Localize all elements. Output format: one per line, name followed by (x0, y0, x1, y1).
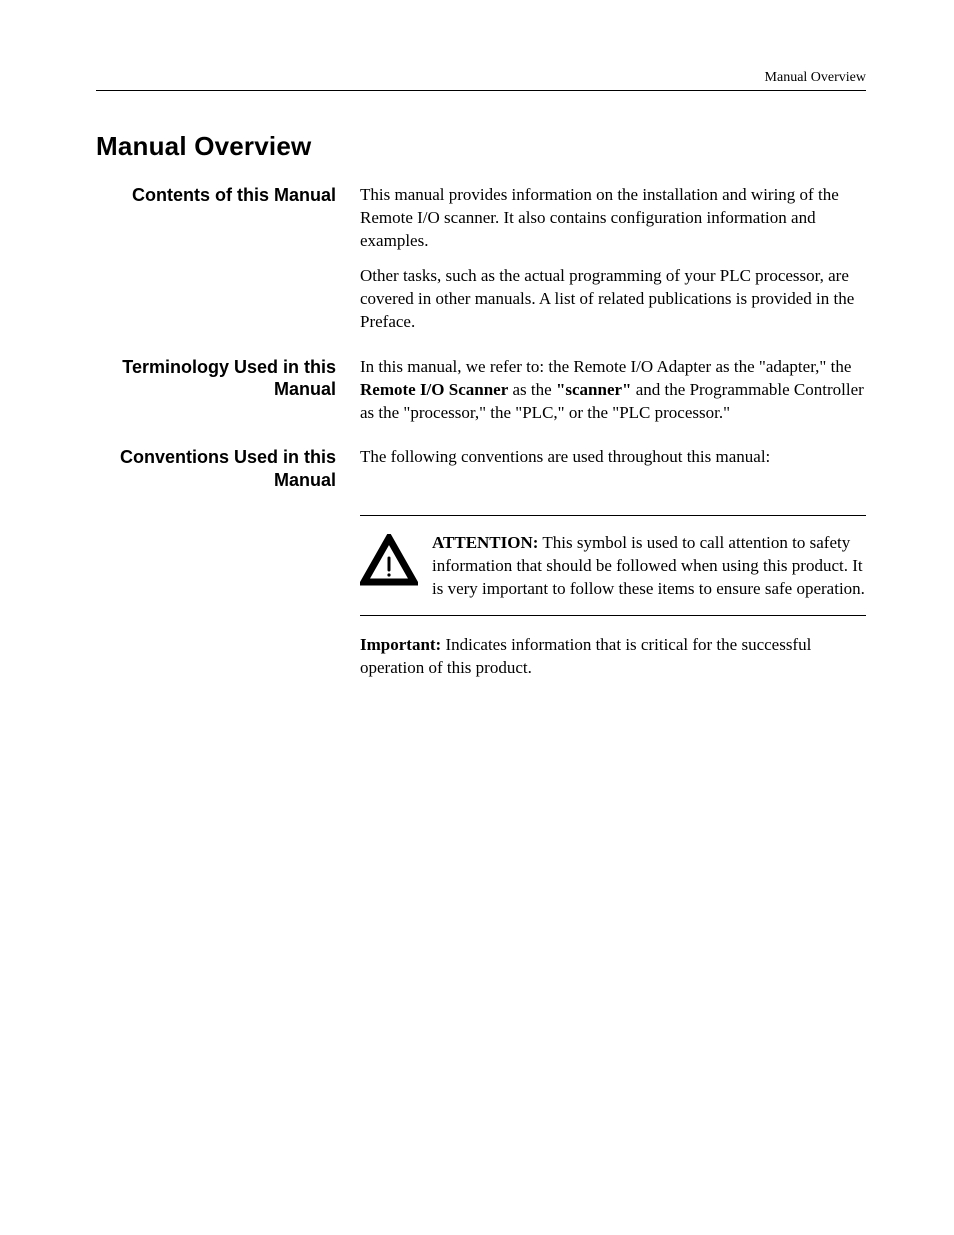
important-lead: Important: (360, 635, 441, 654)
attention-lead: ATTENTION: (432, 533, 538, 552)
terminology-prefix: In this manual, we refer to: the Remote … (360, 357, 851, 376)
running-title: Manual Overview (765, 70, 866, 86)
terminology-para-1: In this manual, we refer to: the Remote … (360, 356, 866, 425)
conventions-label-col: Conventions Used in this Manual (96, 446, 336, 491)
contents-block: Contents of this Manual This manual prov… (96, 184, 866, 334)
terminology-mid: as the (508, 380, 556, 399)
terminology-label: Terminology Used in this Manual (96, 356, 336, 401)
terminology-block: Terminology Used in this Manual In this … (96, 356, 866, 425)
important-body: Important: Indicates information that is… (360, 634, 866, 680)
page-content: Manual Overview Manual Overview Contents… (96, 70, 866, 680)
contents-body: This manual provides information on the … (360, 184, 866, 334)
warning-triangle-icon (360, 534, 418, 586)
terminology-label-col: Terminology Used in this Manual (96, 356, 336, 401)
important-para: Important: Indicates information that is… (360, 634, 866, 680)
contents-label-col: Contents of this Manual (96, 184, 336, 207)
conventions-label: Conventions Used in this Manual (96, 446, 336, 491)
important-block: Important: Indicates information that is… (96, 634, 866, 680)
attention-box: ATTENTION: This symbol is used to call a… (360, 515, 866, 616)
running-head: Manual Overview (96, 70, 866, 90)
header-rule (96, 90, 866, 91)
conventions-intro: The following conventions are used throu… (360, 446, 866, 469)
contents-para-1: This manual provides information on the … (360, 184, 866, 253)
attention-inner: ATTENTION: This symbol is used to call a… (360, 532, 866, 601)
attention-text: ATTENTION: This symbol is used to call a… (432, 532, 866, 601)
section-title: Manual Overview (96, 131, 866, 162)
terminology-body: In this manual, we refer to: the Remote … (360, 356, 866, 425)
contents-label: Contents of this Manual (132, 184, 336, 207)
contents-para-2: Other tasks, such as the actual programm… (360, 265, 866, 334)
terminology-bold-2: "scanner" (556, 380, 632, 399)
terminology-bold-1: Remote I/O Scanner (360, 380, 508, 399)
conventions-block: Conventions Used in this Manual The foll… (96, 446, 866, 491)
conventions-body: The following conventions are used throu… (360, 446, 866, 469)
